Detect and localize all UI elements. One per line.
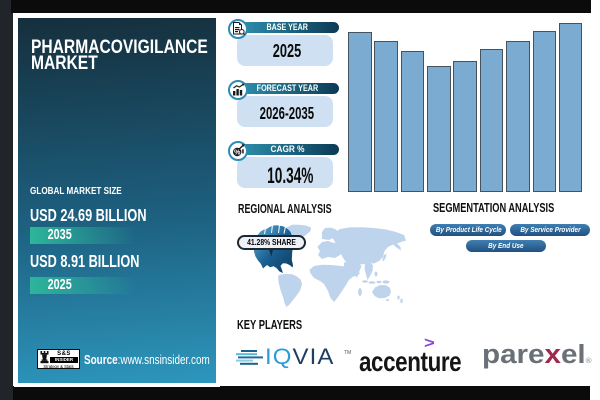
svg-text:%: % <box>234 150 241 157</box>
